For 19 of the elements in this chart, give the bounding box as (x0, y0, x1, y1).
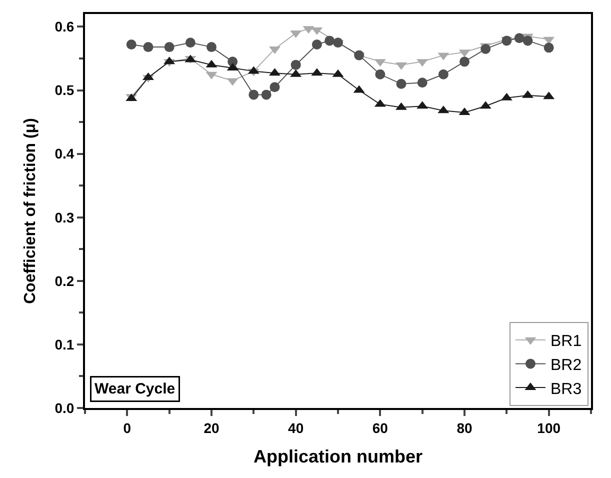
legend-label: BR2 (550, 356, 582, 374)
y-tick-label: 0.6 (54, 18, 74, 35)
legend-label: BR1 (550, 333, 582, 350)
y-tick-label: 0.4 (54, 146, 74, 162)
annotation: Wear Cycle (94, 380, 176, 398)
y-tick-label: 0.5 (54, 82, 74, 98)
x-tick-label: 100 (537, 420, 561, 436)
y-tick-label: 0.1 (54, 336, 74, 352)
y-tick-label: 0.2 (54, 272, 74, 289)
y-axis-title: Coefficient of friction (μ) (22, 118, 40, 304)
y-tick-label: 0.0 (54, 400, 74, 416)
x-axis-title: Application number (253, 446, 423, 466)
x-tick-label: 0 (123, 420, 132, 436)
legend-label: BR3 (550, 380, 582, 398)
x-tick-label: 20 (204, 420, 220, 436)
x-tick-label: 40 (288, 420, 304, 436)
x-tick-label: 60 (372, 420, 388, 436)
y-tick-label: 0.3 (54, 209, 74, 226)
x-tick-label: 80 (456, 420, 472, 436)
